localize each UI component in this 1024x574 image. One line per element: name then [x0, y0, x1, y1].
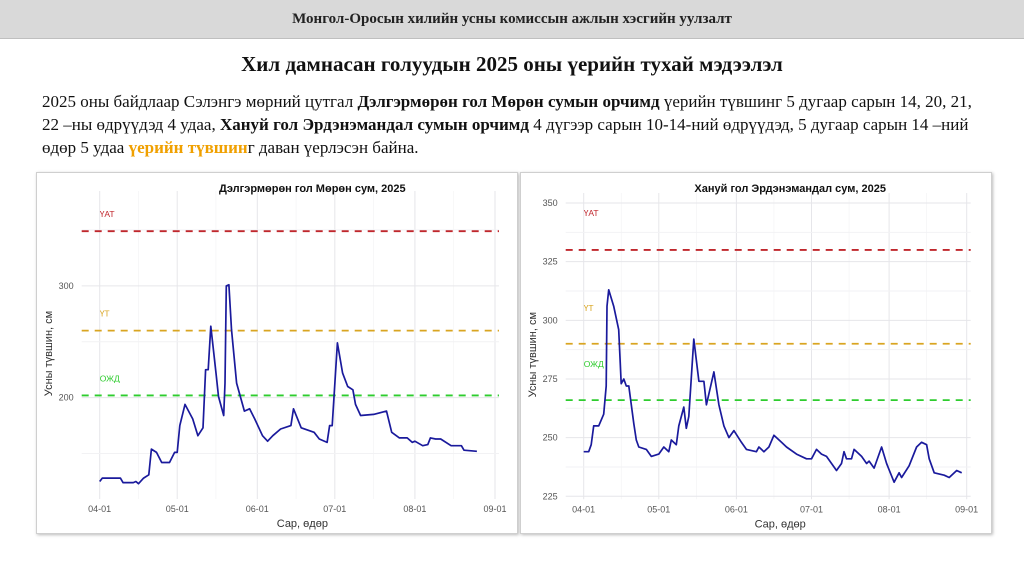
y-tick-label: 275 — [543, 374, 558, 384]
y-axis-label: Усны түвшин, см — [527, 312, 539, 397]
description-paragraph: 2025 оны байдлаар Сэлэнгэ мөрний цутгал … — [42, 90, 992, 159]
x-tick-label: 04-01 — [88, 504, 111, 514]
y-tick-label: 300 — [543, 315, 558, 325]
y-tick-label: 250 — [543, 433, 558, 443]
y-tick-label: 350 — [543, 198, 558, 208]
chart-delgermoron: 200 300 04-01 05-01 06-01 07-01 08-01 09-01 ҮАТ Ү… — [43, 183, 507, 530]
paragraph-segment: үерийн түвшинг 5 дугаар сарын 14, 20, 21… — [42, 92, 972, 134]
paragraph-segment: Дэлгэрмөрөн гол Мөрөн сумын орчимд — [357, 92, 660, 111]
paragraph-segment: 4 дүгээр сарын 10-14-ний өдрүүдэд, 5 дуг… — [42, 115, 969, 157]
series-line — [583, 288, 963, 484]
threshold-label: ОЖД — [100, 373, 120, 383]
chart-panel-khanui: 225 250 275 300 325 350 04-01 05-01 06-01 07-01 08… — [520, 172, 992, 534]
threshold-label: ҮТ — [584, 303, 594, 313]
x-axis-label: Сар, өдөр — [277, 518, 328, 530]
y-tick-label: 225 — [543, 491, 558, 501]
x-tick-label: 06-01 — [725, 504, 748, 514]
x-tick-label: 07-01 — [800, 504, 823, 514]
x-axis-label: Сар, өдөр — [755, 518, 806, 530]
threshold-label: ҮТ — [100, 309, 110, 319]
x-tick-label: 04-01 — [572, 504, 595, 514]
series-line — [99, 283, 477, 485]
chart-title: Дэлгэрмөрөн гол Мөрөн сум, 2025 — [219, 183, 406, 195]
y-tick-label: 325 — [543, 257, 558, 267]
x-tick-label: 08-01 — [878, 504, 901, 514]
threshold-label: ҮАТ — [100, 209, 115, 219]
x-tick-label: 07-01 — [323, 504, 346, 514]
y-axis-label: Усны түвшин, см — [43, 311, 55, 396]
threshold-label: ҮАТ — [584, 208, 599, 218]
chart-title: Хануй гол Эрдэнэмандал сум, 2025 — [694, 183, 886, 195]
paragraph-segment: Хануй гол Эрдэнэмандал сумын орчимд — [219, 115, 529, 134]
paragraph-segment: г даван үерлэсэн байна. — [247, 138, 419, 157]
header-title: Монгол-Оросын хилийн усны комиссын ажлын… — [292, 11, 732, 27]
x-tick-label: 08-01 — [403, 504, 426, 514]
page-title: Хил дамнасан голуудын 2025 оны үерийн ту… — [241, 52, 783, 76]
header-bar: Монгол-Оросын хилийн усны комиссын ажлын… — [0, 0, 1024, 39]
paragraph-segment: үерийн түвшин — [128, 138, 248, 157]
threshold-label: ОЖД — [584, 359, 604, 369]
chart-khanui: 225 250 275 300 325 350 04-01 05-01 06-01 07-01 08… — [527, 183, 978, 530]
x-tick-label: 05-01 — [166, 504, 189, 514]
x-tick-label: 06-01 — [246, 504, 269, 514]
chart-panel-delgermoron: 200 300 04-01 05-01 06-01 07-01 08-01 09-01 ҮАТ Ү… — [36, 172, 518, 534]
y-tick-label: 300 — [59, 281, 74, 291]
x-tick-label: 05-01 — [647, 504, 670, 514]
x-tick-label: 09-01 — [955, 504, 978, 514]
y-tick-label: 200 — [59, 393, 74, 403]
paragraph-segment: 2025 оны байдлаар Сэлэнгэ мөрний цутгал — [42, 92, 358, 111]
x-tick-label: 09-01 — [483, 504, 506, 514]
